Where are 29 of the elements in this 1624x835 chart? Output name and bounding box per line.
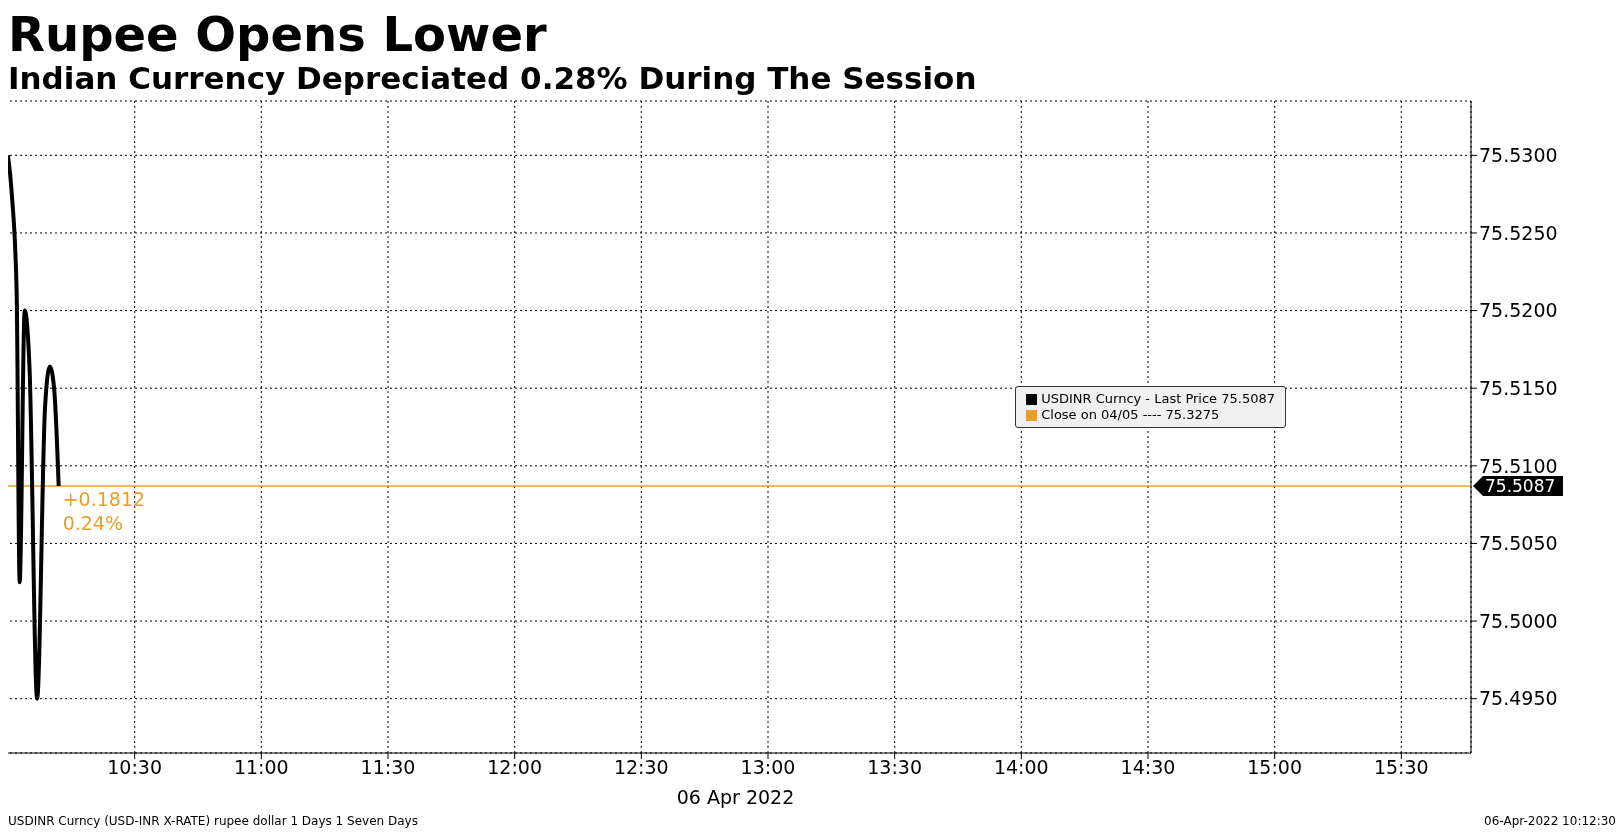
- legend-label: USDINR Curncy - Last Price 75.5087: [1041, 391, 1275, 407]
- y-tick-label: 75.4950: [1479, 687, 1558, 710]
- x-tick-label: 14:30: [1120, 756, 1176, 779]
- chart-subtitle: Indian Currency Depreciated 0.28% During The Session: [8, 60, 978, 96]
- y-tick-label: 75.5250: [1479, 221, 1558, 244]
- y-tick-label: 75.5300: [1479, 144, 1558, 167]
- y-tick-label: 75.5200: [1479, 299, 1558, 322]
- x-tick-label: 11:00: [233, 756, 289, 779]
- x-tick-label: 13:30: [867, 756, 923, 779]
- annotation: 0.24%: [62, 511, 124, 534]
- text: USDINR Curncy (USD-INR X-RATE) rupee dollar 1 Days 1 Seven Days: [8, 814, 418, 828]
- x-tick-label: 14:00: [993, 756, 1049, 779]
- chart-title: Rupee Opens Lower: [8, 6, 548, 62]
- x-tick-label: 10:30: [107, 756, 163, 779]
- y-tick-label: 75.5050: [1479, 532, 1558, 555]
- x-tick-label: 12:00: [487, 756, 543, 779]
- text: 06-Apr-2022 10:12:30: [1484, 814, 1616, 828]
- annotation: +0.1812: [62, 487, 146, 510]
- x-tick-label: 13:00: [740, 756, 796, 779]
- annotation: Close on 04/05 ---- 75.3275: [1041, 407, 1220, 423]
- x-tick-label: 12:30: [613, 756, 669, 779]
- x-tick-label: 15:30: [1373, 756, 1429, 779]
- ref-line-label: 75.5087: [1485, 475, 1556, 496]
- y-tick-label: 75.5000: [1479, 609, 1558, 632]
- y-tick-label: 75.5100: [1479, 454, 1558, 477]
- y-tick-label: 75.5150: [1479, 376, 1558, 399]
- x-axis-title: 06 Apr 2022: [676, 786, 795, 808]
- x-tick-label: 11:30: [360, 756, 416, 779]
- x-tick-label: 15:00: [1247, 756, 1303, 779]
